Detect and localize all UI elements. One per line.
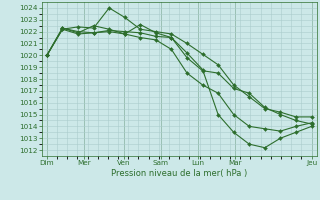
X-axis label: Pression niveau de la mer( hPa ): Pression niveau de la mer( hPa ) <box>111 169 247 178</box>
